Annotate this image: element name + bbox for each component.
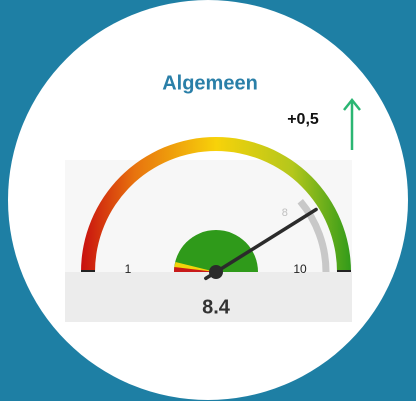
target-label: 8 [282,207,288,219]
value-label: 8.4 [202,296,231,318]
value-band [65,272,352,322]
gauge-arc [81,137,351,272]
target-arc [297,199,330,273]
trend-arrow [343,97,361,150]
tick-label: 1 [125,262,132,276]
tick-label: 10 [293,262,307,276]
inner-indicator [174,230,258,272]
title: Algemeen [162,72,258,94]
needle-pivot [209,265,223,279]
needle [204,207,318,281]
change-label: +0,5 [287,111,319,128]
